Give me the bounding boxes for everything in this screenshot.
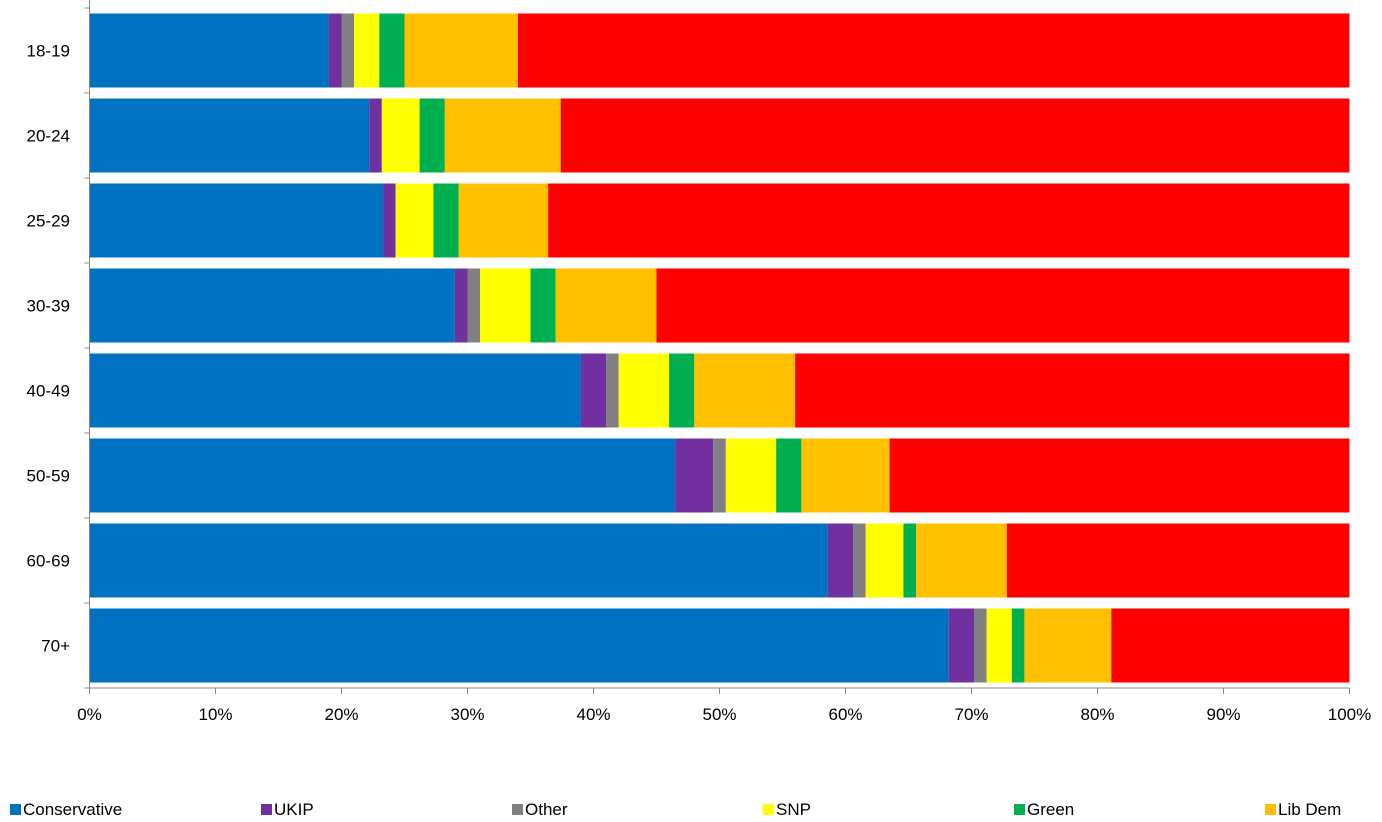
bar-other-18-19 <box>341 13 355 88</box>
bar-other-70+ <box>974 608 987 683</box>
bar-green-20-24 <box>419 98 445 173</box>
bar-ukip-30-39 <box>454 268 468 343</box>
bar-lib-dem-25-29 <box>458 183 549 258</box>
bar-green-70+ <box>1011 608 1025 683</box>
bar-snp-25-29 <box>395 183 434 258</box>
bar-green-25-29 <box>433 183 459 258</box>
x-tick-label: 80% <box>1080 705 1114 724</box>
bar-other-50-59 <box>713 438 726 513</box>
bar-other-30-39 <box>467 268 481 343</box>
bar-labour-40-49 <box>795 353 1350 428</box>
bar-green-60-69 <box>903 523 917 598</box>
x-tick-label: 70% <box>954 705 988 724</box>
y-tick-label: 30-39 <box>27 297 70 316</box>
bar-green-30-39 <box>530 268 556 343</box>
bar-conservative-20-24 <box>89 98 370 173</box>
bar-conservative-40-49 <box>89 353 581 428</box>
y-tick-label: 60-69 <box>27 552 70 571</box>
x-tick-label: 60% <box>828 705 862 724</box>
bar-ukip-18-19 <box>328 13 342 88</box>
x-tick-label: 0% <box>77 705 102 724</box>
x-tick-label: 100% <box>1328 705 1371 724</box>
legend-swatch-green <box>1014 804 1025 815</box>
bar-other-60-69 <box>853 523 866 598</box>
y-tick-label: 20-24 <box>27 127 70 146</box>
y-tick-label: 50-59 <box>27 467 70 486</box>
bar-snp-50-59 <box>725 438 777 513</box>
bar-ukip-40-49 <box>580 353 607 428</box>
legend-swatch-snp <box>763 804 774 815</box>
legend-swatch-lib-dem <box>1265 804 1276 815</box>
x-tick-label: 90% <box>1206 705 1240 724</box>
x-tick-label: 20% <box>324 705 358 724</box>
bar-lib-dem-60-69 <box>916 523 1007 598</box>
legend-label-snp: SNP <box>776 800 811 819</box>
x-tick-label: 30% <box>450 705 484 724</box>
bar-labour-20-24 <box>560 98 1350 173</box>
y-tick-label: 25-29 <box>27 212 70 231</box>
bar-lib-dem-50-59 <box>801 438 890 513</box>
bar-green-18-19 <box>379 13 405 88</box>
bar-green-40-49 <box>669 353 695 428</box>
bar-conservative-25-29 <box>89 183 384 258</box>
x-tick-label: 10% <box>198 705 232 724</box>
bar-lib-dem-18-19 <box>404 13 518 88</box>
bar-green-50-59 <box>776 438 802 513</box>
legend-swatch-other <box>512 804 523 815</box>
bar-conservative-18-19 <box>89 13 329 88</box>
bar-snp-18-19 <box>354 13 380 88</box>
bar-labour-18-19 <box>517 13 1350 88</box>
bar-conservative-30-39 <box>89 268 455 343</box>
bar-snp-70+ <box>986 608 1012 683</box>
legend-label-ukip: UKIP <box>274 800 314 819</box>
legend-label-other: Other <box>525 800 568 819</box>
bar-ukip-20-24 <box>369 98 382 173</box>
bar-conservative-60-69 <box>89 523 828 598</box>
legend-label-green: Green <box>1027 800 1074 819</box>
bar-snp-20-24 <box>381 98 420 173</box>
x-tick-label: 40% <box>576 705 610 724</box>
bar-labour-60-69 <box>1006 523 1350 598</box>
y-tick-label: 40-49 <box>27 382 70 401</box>
bar-ukip-50-59 <box>675 438 714 513</box>
bar-snp-40-49 <box>618 353 670 428</box>
bar-labour-70+ <box>1111 608 1350 683</box>
bar-ukip-70+ <box>948 608 975 683</box>
y-tick-label: 70+ <box>41 637 70 656</box>
legend-label-conservative: Conservative <box>23 800 122 819</box>
legend-label-lib-dem: Lib Dem <box>1278 800 1341 819</box>
bar-conservative-70+ <box>89 608 949 683</box>
bar-snp-60-69 <box>865 523 904 598</box>
bar-labour-30-39 <box>656 268 1350 343</box>
x-tick-label: 50% <box>702 705 736 724</box>
bar-ukip-25-29 <box>383 183 396 258</box>
legend-swatch-conservative <box>10 804 21 815</box>
bar-snp-30-39 <box>480 268 531 343</box>
bar-lib-dem-30-39 <box>555 268 657 343</box>
bar-labour-50-59 <box>889 438 1350 513</box>
bar-other-40-49 <box>606 353 619 428</box>
bar-lib-dem-40-49 <box>694 353 796 428</box>
bar-labour-25-29 <box>548 183 1350 258</box>
bar-lib-dem-70+ <box>1024 608 1112 683</box>
bar-lib-dem-20-24 <box>444 98 561 173</box>
bar-ukip-60-69 <box>827 523 854 598</box>
bar-conservative-50-59 <box>89 438 676 513</box>
y-tick-label: 18-19 <box>27 42 70 61</box>
legend-swatch-ukip <box>261 804 272 815</box>
